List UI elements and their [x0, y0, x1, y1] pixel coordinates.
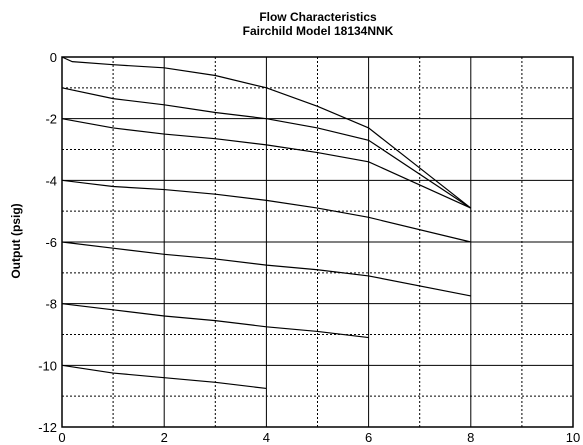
- series-line-4: [61, 179, 471, 243]
- y-tick-label: -6: [45, 235, 57, 250]
- x-tick-label: 2: [161, 430, 168, 445]
- x-tick-label: 4: [263, 430, 270, 445]
- y-tick-label: -10: [38, 358, 57, 373]
- series-line-5: [61, 241, 471, 297]
- x-tick-label: 8: [467, 430, 474, 445]
- x-tick-label: 10: [566, 430, 580, 445]
- series-line-1: [61, 56, 472, 209]
- x-tick-label: 6: [365, 430, 372, 445]
- grid: [62, 57, 573, 427]
- y-tick-label: -4: [45, 173, 57, 188]
- y-tick-label: -12: [38, 420, 57, 435]
- y-tick-label: -8: [45, 297, 57, 312]
- x-tick-label: 0: [58, 430, 65, 445]
- y-axis-label: Output (psig): [9, 203, 23, 278]
- plot-frame: [61, 56, 574, 428]
- series-group: [61, 56, 472, 390]
- chart-subtitle: Fairchild Model 18134NNK: [243, 24, 394, 38]
- series-line-3: [61, 118, 472, 209]
- series-line-6: [61, 303, 369, 339]
- y-tick-label: 0: [50, 50, 57, 65]
- tick-labels: 0 2 4 6 8 10 0 -2 -4 -6 -8 -10 -12: [38, 50, 580, 445]
- series-line-7: [61, 364, 267, 390]
- series-line-2: [61, 87, 472, 209]
- y-tick-label: -2: [45, 112, 57, 127]
- chart-title: Flow Characteristics: [259, 10, 377, 24]
